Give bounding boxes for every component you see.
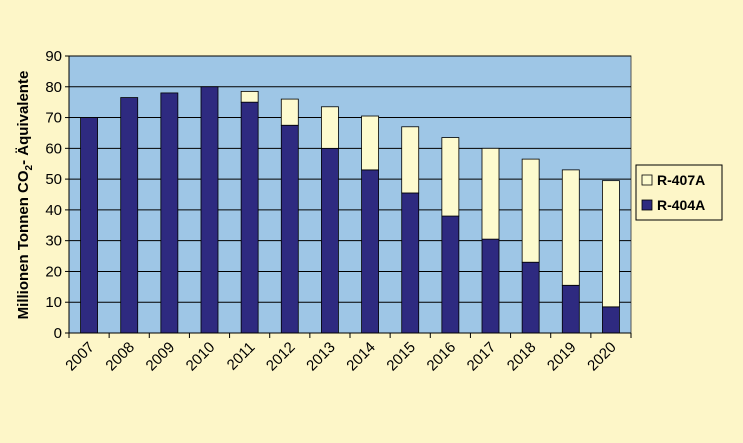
y-axis-label-subscript: 2 bbox=[24, 164, 35, 170]
bar-r-407a-2014 bbox=[361, 115, 379, 171]
bar-r-407a-2019 bbox=[561, 169, 580, 286]
bars bbox=[80, 86, 620, 334]
bar-r-404a-2008 bbox=[120, 97, 139, 334]
bar-r-407a-2011 bbox=[240, 90, 259, 103]
x-tick-label-2020: 2020 bbox=[584, 339, 620, 375]
x-tick-label-2016: 2016 bbox=[424, 339, 460, 375]
bar-r-407a-2020 bbox=[602, 180, 620, 308]
legend-label-r407a: R-407A bbox=[657, 172, 705, 188]
bar-r-404a-2007 bbox=[80, 117, 98, 334]
bar-r-404a-2011 bbox=[240, 101, 259, 334]
y-tick-label: 90 bbox=[45, 48, 62, 65]
bar-r-404a-2010 bbox=[200, 86, 219, 334]
x-tick-label-2008: 2008 bbox=[102, 339, 138, 375]
bar-r-404a-2018 bbox=[521, 261, 540, 334]
x-tick-label-2007: 2007 bbox=[62, 339, 98, 375]
bar-r-407a-2016 bbox=[441, 137, 460, 217]
bar-r-404a-2013 bbox=[321, 147, 339, 334]
y-axis-label: Millionen Tonnen CO2- Äquivalente bbox=[15, 71, 35, 320]
y-tick-label: 60 bbox=[45, 140, 62, 157]
x-tick-label-2018: 2018 bbox=[504, 339, 540, 375]
legend-swatch-r407a bbox=[641, 174, 653, 186]
plot-area bbox=[68, 55, 632, 334]
x-tick-label-2014: 2014 bbox=[343, 339, 379, 375]
bar-r-404a-2012 bbox=[280, 124, 299, 334]
bar-r-404a-2020 bbox=[602, 306, 620, 334]
bar-r-407a-2017 bbox=[481, 147, 500, 240]
bar-r-407a-2018 bbox=[521, 158, 540, 263]
bar-r-404a-2009 bbox=[160, 92, 179, 334]
y-tick-label: 10 bbox=[45, 294, 62, 311]
y-axis-label-rest: - Äquivalente bbox=[15, 71, 32, 165]
legend-label-r404a: R-404A bbox=[657, 197, 705, 213]
bar-r-404a-2014 bbox=[361, 169, 379, 334]
y-tick-label: 0 bbox=[54, 325, 62, 342]
bar-r-404a-2015 bbox=[401, 192, 420, 334]
x-axis-ticks: 2007 2008 2009 2010 2011 2012 2013 2014 2015 2016… bbox=[62, 333, 632, 375]
legend-box bbox=[635, 164, 723, 221]
x-tick-label-2019: 2019 bbox=[544, 339, 580, 375]
bar-r-407a-2015 bbox=[401, 126, 420, 194]
bar-r-407a-2013 bbox=[321, 106, 339, 149]
y-tick-label: 40 bbox=[45, 202, 62, 219]
legend-swatch-r404a bbox=[641, 199, 653, 211]
x-tick-label-2017: 2017 bbox=[464, 339, 500, 375]
x-tick-label-2009: 2009 bbox=[143, 339, 179, 375]
y-tick-label: 70 bbox=[45, 110, 62, 127]
bar-r-404a-2017 bbox=[481, 238, 500, 334]
bar-r-404a-2019 bbox=[561, 284, 580, 334]
x-tick-label-2010: 2010 bbox=[183, 339, 219, 375]
x-tick-label-2011: 2011 bbox=[224, 339, 259, 374]
x-tick-label-2015: 2015 bbox=[383, 339, 419, 375]
y-axis-label-main: Millionen Tonnen CO bbox=[15, 170, 32, 319]
legend: R-407A R-404A bbox=[635, 164, 723, 221]
x-tick-label-2012: 2012 bbox=[263, 339, 299, 375]
y-axis-ticks: 0 10 20 30 40 50 60 70 80 90 bbox=[45, 48, 69, 342]
bar-r-404a-2016 bbox=[441, 215, 460, 334]
y-tick-label: 20 bbox=[45, 263, 62, 280]
x-tick-label-2013: 2013 bbox=[303, 339, 339, 375]
y-tick-label: 80 bbox=[45, 79, 62, 96]
bar-r-407a-2012 bbox=[280, 98, 299, 126]
y-tick-label: 30 bbox=[45, 233, 62, 250]
y-tick-label: 50 bbox=[45, 171, 62, 188]
